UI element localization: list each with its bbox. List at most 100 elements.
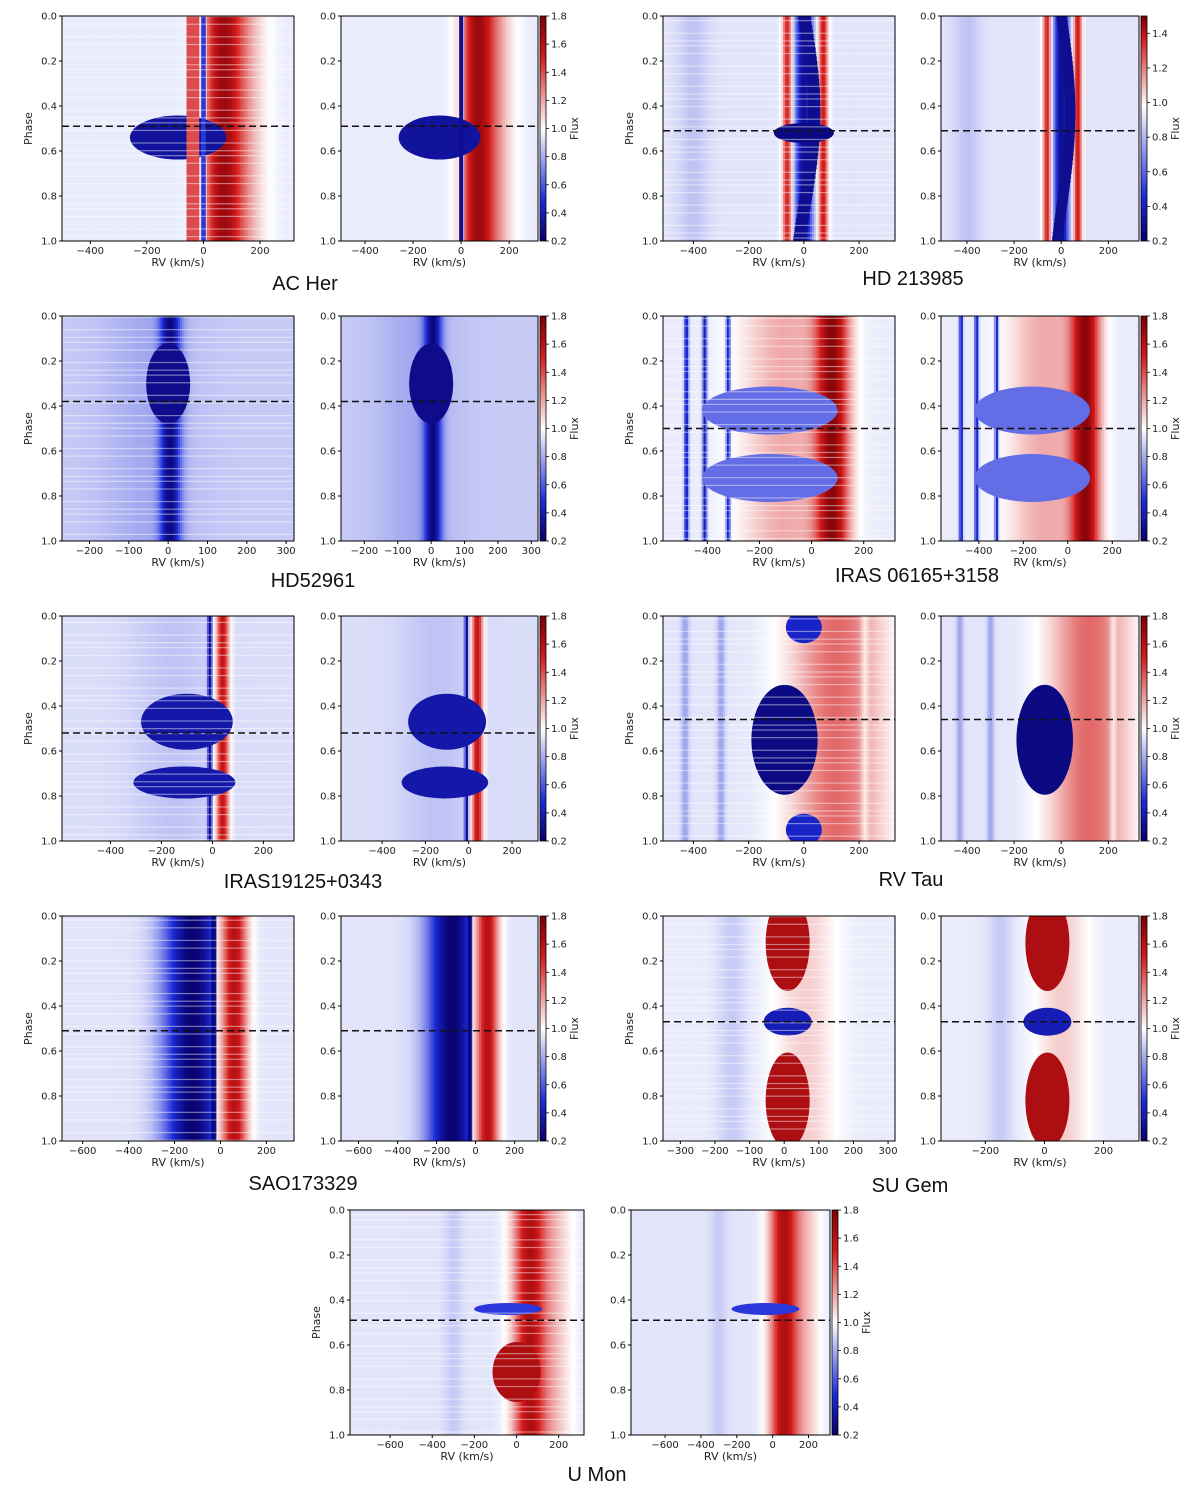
heatmap-column <box>507 616 511 841</box>
phase-streak <box>350 1312 584 1314</box>
heatmap-column <box>270 916 274 1141</box>
heatmap-column <box>127 16 131 241</box>
heatmap-column <box>92 616 96 841</box>
heatmap-column <box>1090 16 1094 241</box>
heatmap-column <box>476 316 480 541</box>
heatmap-column <box>77 616 80 841</box>
heatmap-column <box>949 616 953 841</box>
heatmap-column <box>349 316 353 541</box>
y-tick-label: 0.8 <box>920 192 936 203</box>
heatmap-column <box>237 616 241 841</box>
heatmap-column <box>518 616 522 841</box>
absorption-core <box>800 191 813 197</box>
absorption-core <box>1056 16 1068 21</box>
heatmap-column <box>214 916 218 1141</box>
heatmap-column <box>1136 616 1140 841</box>
phase-streak <box>663 1128 895 1130</box>
heatmap-column <box>509 616 513 841</box>
phase-streak <box>663 1062 895 1064</box>
heatmap-column <box>71 16 75 241</box>
heatmap-column <box>87 916 90 1141</box>
heatmap-column <box>664 916 668 1141</box>
heatmap-features <box>702 386 838 502</box>
phase-streak <box>663 431 895 433</box>
heatmap-column <box>1013 16 1017 241</box>
phase-streak <box>62 16 294 18</box>
colorbar-tick-label: 0.4 <box>1152 508 1168 519</box>
heatmap-column <box>489 316 493 541</box>
heatmap-column <box>535 16 539 241</box>
heatmap-column <box>166 316 169 541</box>
heatmap-column <box>239 616 243 841</box>
y-tick-label: 0.2 <box>41 657 57 668</box>
phase-streak <box>663 790 895 792</box>
heatmap-column <box>191 316 195 541</box>
heatmap-column <box>578 1210 581 1435</box>
phase-streak <box>663 451 895 454</box>
heatmap-column <box>866 916 869 1141</box>
heatmap-column <box>288 16 291 241</box>
heatmap-column <box>270 16 274 241</box>
phase-streak <box>350 1406 584 1408</box>
heatmap-column <box>1132 16 1136 241</box>
heatmap-column <box>356 616 360 841</box>
heatmap-column <box>496 16 500 241</box>
heatmap-column <box>237 916 241 1141</box>
heatmap-column <box>112 16 115 241</box>
heatmap-column <box>487 16 491 241</box>
heatmap-column <box>249 616 253 841</box>
heatmap-column <box>1011 616 1015 841</box>
absorption-core <box>801 34 814 39</box>
x-tick-label: −400 <box>384 1146 411 1157</box>
x-tick-label: 200 <box>254 846 273 857</box>
heatmap-column <box>554 1210 558 1435</box>
heatmap-column <box>533 16 537 241</box>
heatmap-column <box>746 916 749 1141</box>
absorption-core <box>1063 146 1074 152</box>
heatmap-column <box>247 316 251 541</box>
heatmap-column <box>746 16 749 241</box>
heatmap-column <box>89 616 92 841</box>
x-tick-label: −400 <box>368 846 395 857</box>
heatmap-column <box>257 316 260 541</box>
phase-streak <box>663 509 895 512</box>
heatmap-column <box>201 316 204 541</box>
heatmap-column <box>160 316 164 541</box>
heatmap-column <box>659 1210 663 1435</box>
heatmap-column <box>428 316 432 541</box>
heatmap-column <box>176 916 179 1141</box>
x-axis-label: RV (km/s) <box>1013 1156 1066 1169</box>
colorbar <box>539 315 547 542</box>
phase-streak <box>62 773 294 775</box>
heatmap-column <box>91 616 94 841</box>
y-tick-label: 1.0 <box>41 237 57 248</box>
heatmap-column <box>397 316 401 541</box>
heatmap-column <box>73 16 77 241</box>
x-axis-label: RV (km/s) <box>752 556 805 569</box>
heatmap-column <box>274 616 278 841</box>
heatmap-column <box>389 316 392 541</box>
colorbar <box>1140 615 1148 842</box>
heatmap-column <box>1128 616 1131 841</box>
heatmap-column <box>393 916 397 1141</box>
x-axis-label: RV (km/s) <box>1013 556 1066 569</box>
heatmap-column <box>390 1210 394 1435</box>
heatmap-column <box>218 316 222 541</box>
heatmap-column <box>419 316 423 541</box>
heatmap-column <box>201 916 204 1141</box>
heatmap-column <box>203 916 206 1141</box>
y-tick-label: 0.6 <box>610 1341 626 1352</box>
heatmap-column <box>978 16 982 241</box>
heatmap-column <box>237 316 241 541</box>
y-tick-label: 1.0 <box>920 837 936 848</box>
absorption-core <box>1061 52 1072 57</box>
heatmap-column <box>481 316 484 541</box>
heatmap-column <box>98 916 102 1141</box>
heatmap-column <box>284 916 287 1141</box>
heatmap-column <box>483 316 487 541</box>
heatmap-column <box>1128 916 1131 1141</box>
heatmap-column <box>699 916 703 1141</box>
x-axis-label: RV (km/s) <box>151 856 204 869</box>
